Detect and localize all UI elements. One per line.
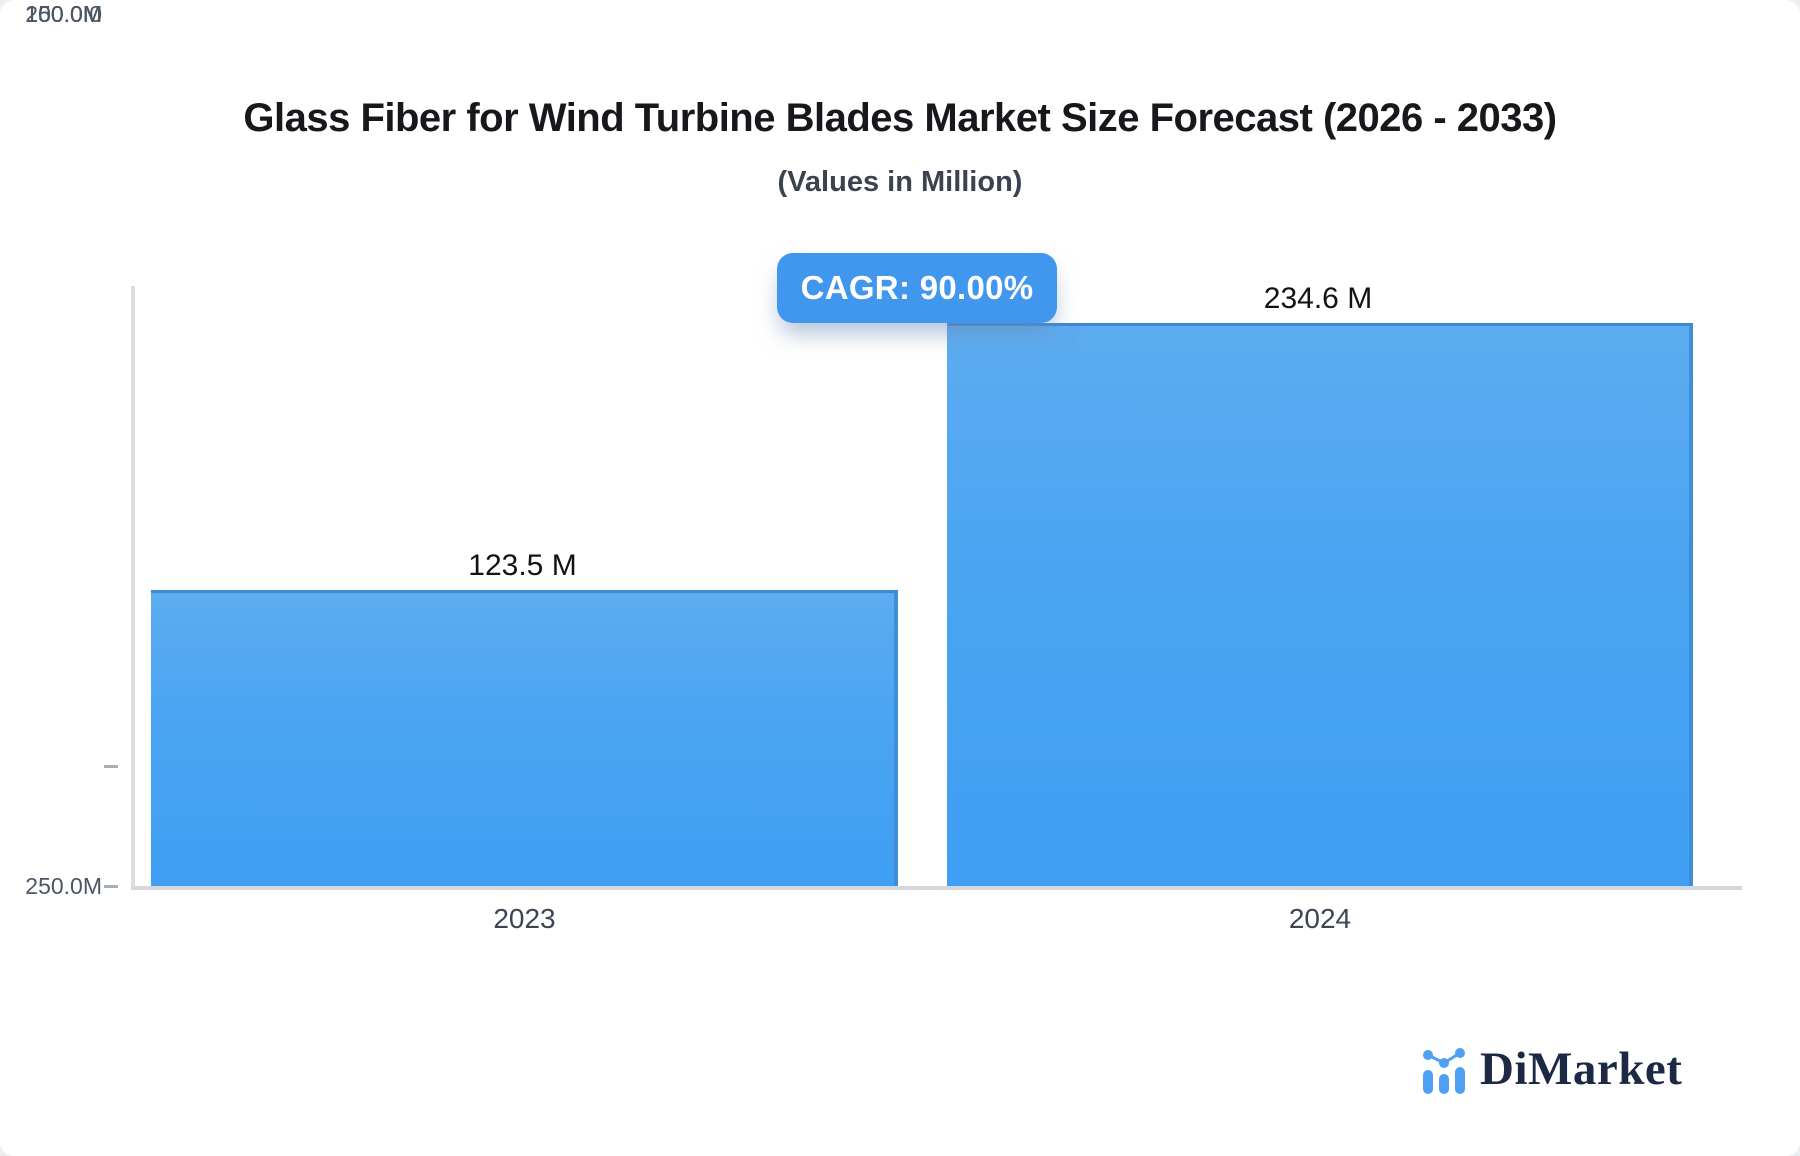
bar-value-label: 234.6 M <box>1263 282 1373 315</box>
cagr-badge-label: CAGR: 90.00% <box>800 269 1034 306</box>
cagr-badge: CAGR: 90.00% <box>777 253 1057 323</box>
bar-2023[interactable]: 123.5 M <box>151 549 898 886</box>
y-axis-line <box>131 286 135 890</box>
chart-subtitle: (Values in Million) <box>777 166 1023 198</box>
dimarket-logo[interactable]: DiMarket <box>1420 1040 1682 1094</box>
bar-2024[interactable]: 234.6 M <box>947 282 1693 886</box>
x-axis-line <box>131 886 1742 890</box>
y-axis-tick-label: 200.0M <box>25 1 102 27</box>
y-axis-tick-label: 0 <box>89 1 102 27</box>
y-axis-tick-mark <box>104 885 118 888</box>
bar-value-label: 123.5 M <box>468 549 577 582</box>
logo-text: DiMarket <box>1480 1043 1683 1095</box>
y-axis-tick-mark <box>104 765 118 768</box>
y-axis-tick-label: 50.0M <box>38 1 102 27</box>
chart-title: Glass Fiber for Wind Turbine Blades Mark… <box>243 96 1557 140</box>
mini-bar-chart-icon <box>1420 1040 1468 1094</box>
x-axis-label-2023: 2023 <box>493 903 556 934</box>
x-axis-label-2024: 2024 <box>1288 903 1352 934</box>
y-axis-tick-label: 100.0M <box>25 1 102 27</box>
y-axis-tick-label: 250.0M <box>25 873 102 899</box>
y-axis-tick-label: 150.0M <box>25 1 102 27</box>
